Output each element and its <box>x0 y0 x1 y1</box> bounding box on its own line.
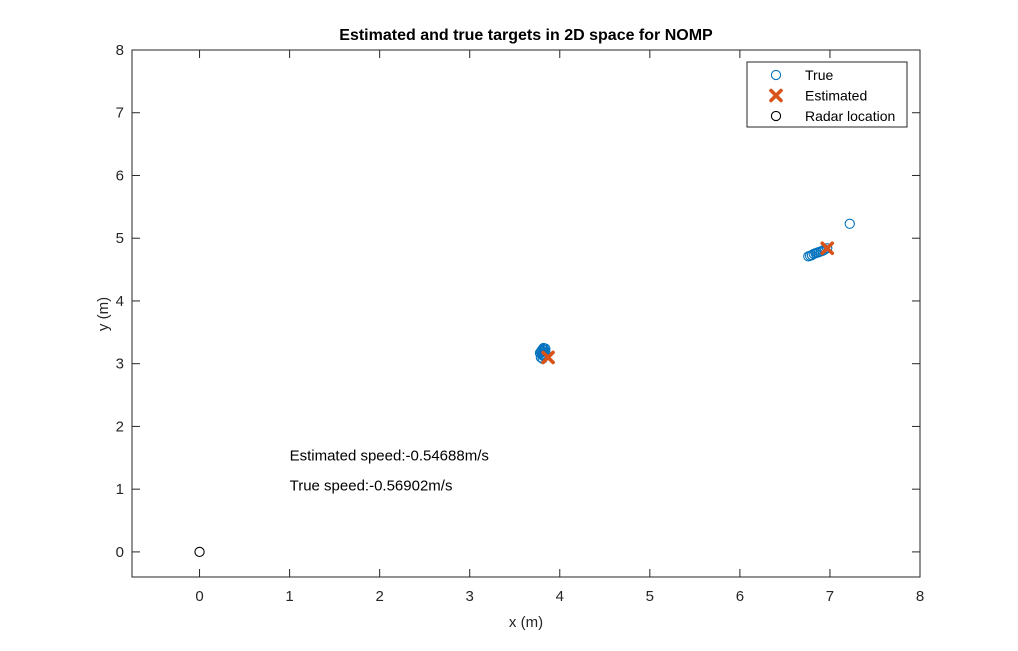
chart-title: Estimated and true targets in 2D space f… <box>339 27 713 44</box>
y-tick-label: 0 <box>116 544 124 561</box>
data-points <box>194 218 855 558</box>
legend: True Estimated Radar location <box>746 61 908 128</box>
legend-marker <box>769 88 783 103</box>
axes: 0 1 2 3 4 5 6 7 8 0 1 2 3 4 5 6 7 8 <box>116 42 925 605</box>
x-tick-label: 1 <box>285 588 293 605</box>
true-point <box>803 251 814 262</box>
legend-entry-label: Estimated <box>805 88 867 104</box>
y-tick-label: 2 <box>116 418 124 435</box>
plot-area-box <box>131 49 921 578</box>
y-axis-label: y (m) <box>95 297 112 331</box>
radar-location-point <box>194 546 205 558</box>
y-tick-label: 8 <box>116 42 124 59</box>
y-tick-label: 5 <box>116 230 124 247</box>
true-point <box>538 348 549 359</box>
estimated-point <box>820 241 835 256</box>
true-point <box>536 345 547 357</box>
legend-entry-label: Radar location <box>805 108 895 124</box>
x-tick-label: 8 <box>916 588 924 605</box>
y-tick-label: 1 <box>116 481 124 498</box>
y-tick-label: 3 <box>116 356 124 373</box>
y-tick-label: 4 <box>116 293 124 310</box>
x-tick-label: 4 <box>556 588 564 605</box>
annotation-text: Estimated speed:-0.54688m/s <box>290 447 489 464</box>
legend-entry-label: True <box>805 67 833 83</box>
annotation-text: True speed:-0.56902m/s <box>290 477 453 494</box>
true-point <box>844 218 855 229</box>
annotations: Estimated speed:-0.54688m/s True speed:-0… <box>290 447 489 494</box>
estimated-point <box>541 350 555 365</box>
x-tick-label: 2 <box>375 588 383 605</box>
legend-marker <box>770 110 782 122</box>
x-tick-label: 0 <box>195 588 203 605</box>
legend-marker <box>770 69 782 81</box>
x-axis-label: x (m) <box>509 614 543 631</box>
y-tick-label: 7 <box>116 105 124 122</box>
x-tick-label: 3 <box>466 588 474 605</box>
x-tick-label: 5 <box>646 588 654 605</box>
x-tick-label: 7 <box>826 588 834 605</box>
x-tick-label: 6 <box>736 588 744 605</box>
y-tick-label: 6 <box>116 167 124 184</box>
